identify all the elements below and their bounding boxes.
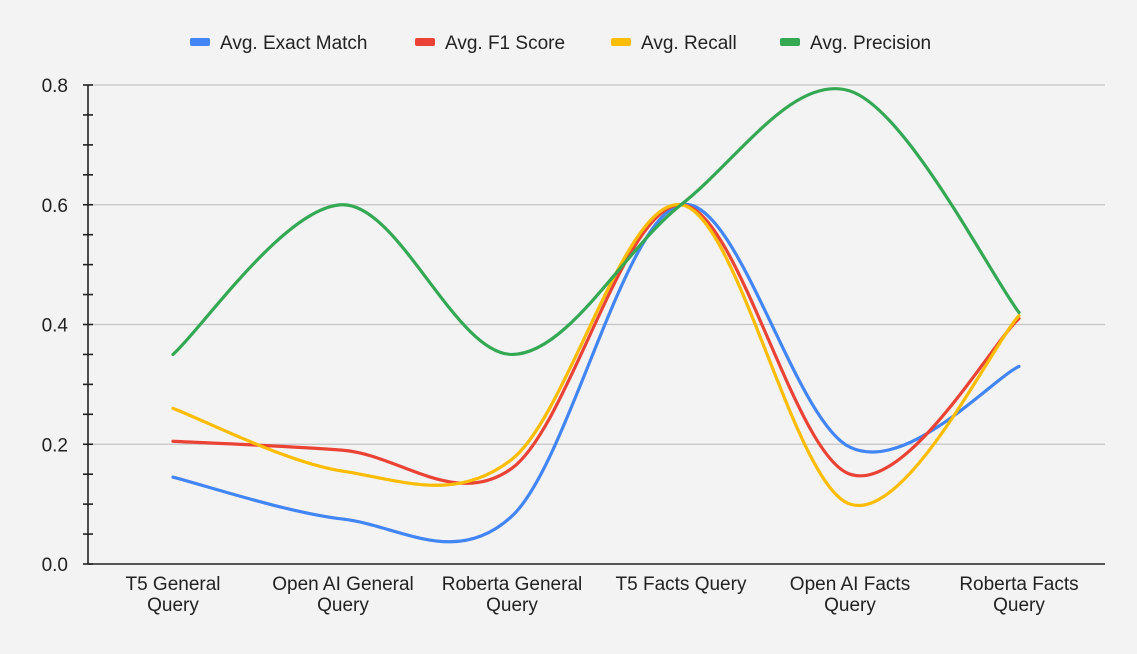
series-line-avg-precision [171, 87, 1021, 357]
legend-item[interactable]: Avg. F1 Score [415, 33, 565, 54]
legend-label: Avg. Recall [641, 33, 737, 54]
legend-item[interactable]: Avg. Precision [780, 33, 931, 54]
x-tick-label: Open AI Facts Query [790, 574, 910, 616]
legend-swatch [611, 38, 631, 46]
y-axis-ticks: 0.0 0.2 0.4 0.6 0.8 [42, 76, 93, 576]
legend-item[interactable]: Avg. Exact Match [190, 33, 368, 54]
legend-label: Avg. F1 Score [445, 33, 565, 54]
legend-label: Avg. Precision [810, 33, 931, 54]
y-tick-label: 0.4 [42, 316, 69, 337]
legend-swatch [415, 38, 435, 46]
x-tick-label: T5 General Query [125, 574, 220, 616]
legend-swatch [190, 38, 210, 46]
y-tick-label: 0.6 [42, 196, 68, 217]
x-tick-label: T5 Facts Query [616, 574, 747, 595]
x-tick-label: Open AI General Query [272, 574, 414, 616]
y-tick-label: 0.0 [42, 555, 68, 576]
series-line-avg-f1-score [171, 203, 1021, 485]
legend-swatch [780, 38, 800, 46]
x-axis-ticks: T5 General Query Open AI General Query Rober… [125, 574, 1078, 616]
legend: Avg. Exact Match Avg. F1 Score Avg. Recall… [190, 33, 931, 54]
legend-label: Avg. Exact Match [220, 33, 368, 54]
series-lines [171, 87, 1021, 544]
gridlines [88, 84, 1105, 445]
y-tick-label: 0.2 [42, 435, 68, 456]
x-tick-label: Roberta Facts Query [959, 574, 1078, 616]
legend-item[interactable]: Avg. Recall [611, 33, 737, 54]
series-line-avg-exact-match [171, 203, 1021, 544]
y-tick-label: 0.8 [42, 76, 68, 97]
x-tick-label: Roberta General Query [442, 574, 582, 616]
series-line-avg-recall [171, 203, 1021, 508]
